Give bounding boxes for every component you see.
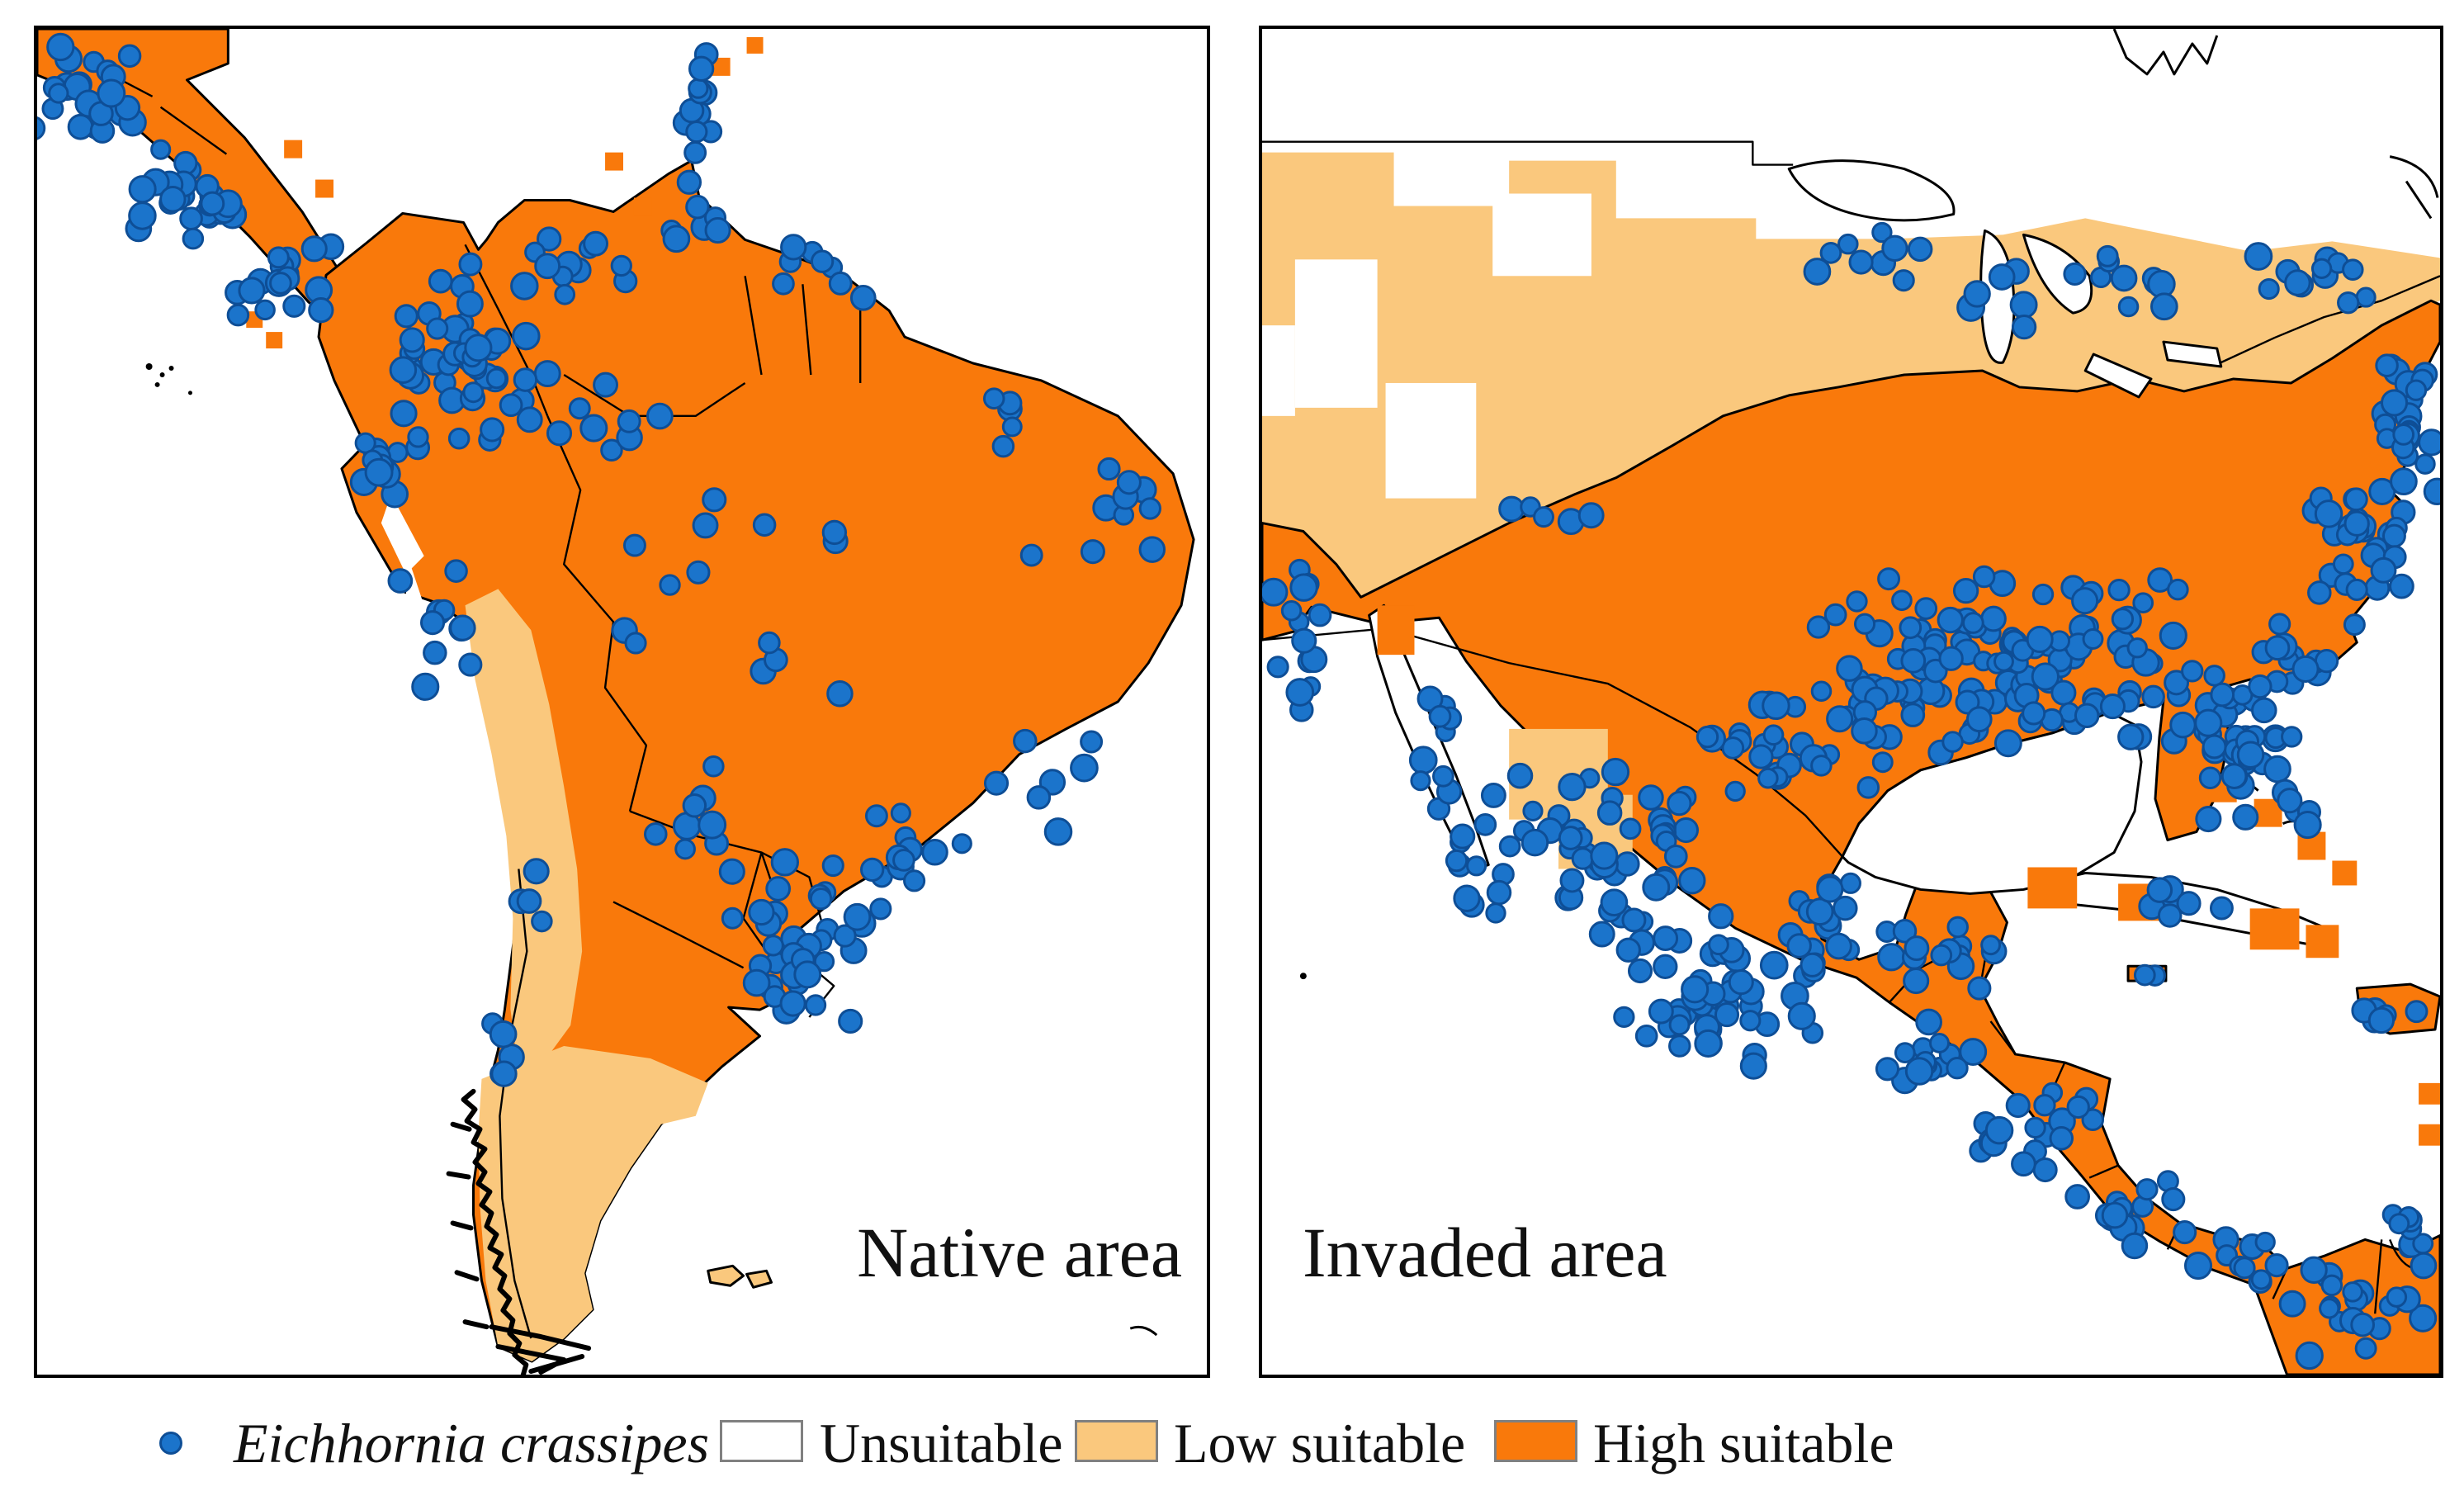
native-area-label: Native area [857,1213,1182,1292]
lake-superior [1787,159,1956,222]
native-area-map [37,29,1195,1375]
st-lawrence-border [2220,275,2440,364]
unsuitable-swatch [720,1420,803,1462]
guadalupe-island [1299,973,1307,980]
patagonia-low-suitable [478,1045,708,1362]
central-america-borders [1888,950,2417,1314]
falkland-islands [707,1264,773,1289]
sechura-unsuitable [381,494,424,575]
native-area-panel [34,26,1210,1378]
stray-suitable-cells [246,36,764,349]
lake-ontario [2162,340,2223,368]
lake-erie [2083,353,2153,399]
invaded-area-map [1262,29,2440,1375]
invaded-area-panel [1259,26,2443,1378]
rockies-unsuitable-patches [1262,193,1591,499]
low-suitable-swatch [1075,1420,1158,1462]
unsuitable-label: Unsuitable [820,1412,1063,1474]
occurrence-points-native [37,32,1166,1087]
lake-huron [2022,233,2093,315]
species-label: Eichhornia crassipes [234,1412,710,1474]
chilean-fjords-coastline [461,1088,529,1375]
invaded-area-label: Invaded area [1303,1213,1667,1292]
low-suitable-label: Low suitable [1174,1412,1466,1474]
us-canada-border [1262,140,1794,166]
high-suitable-swatch [1494,1420,1577,1462]
fjord-ticks [446,1121,489,1330]
occurrence-dot-swatch [159,1432,182,1455]
south-georgia-island [1129,1325,1158,1337]
altiplano-low-suitable [465,589,583,1075]
hudson-james-bay [2112,29,2219,76]
galapagos-islands [145,363,192,395]
high-suitable-label: High suitable [1593,1412,1894,1474]
gulf-of-st-lawrence [2389,155,2439,220]
gulf-of-mexico [1841,711,2143,895]
occurrence-points-invaded [1262,221,2440,1370]
tierra-del-fuego-coastline [489,1324,592,1375]
baja-suitable-cell [1377,605,1415,656]
